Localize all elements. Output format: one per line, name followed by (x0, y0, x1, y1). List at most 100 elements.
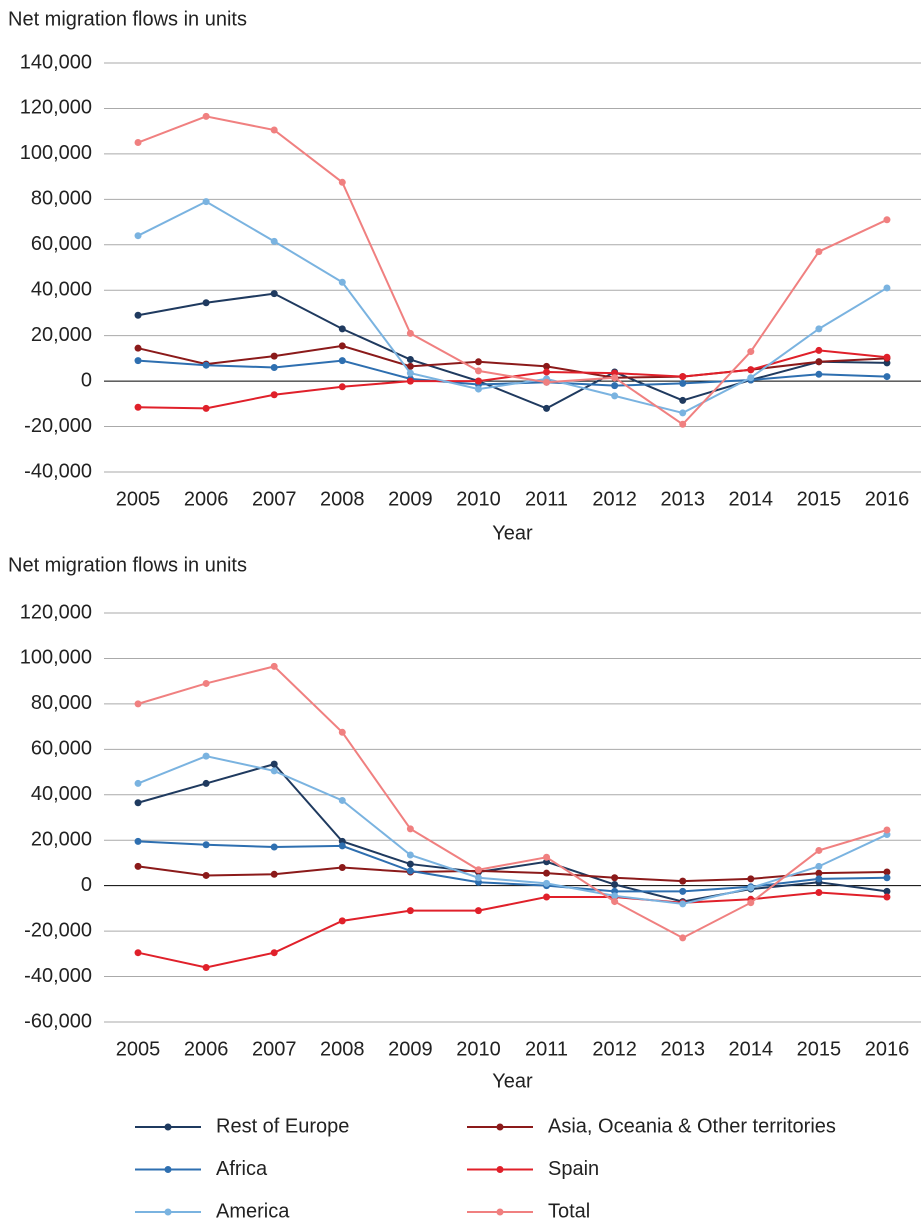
data-point (543, 404, 551, 412)
x-tick-label: 2016 (865, 488, 910, 510)
data-point (883, 874, 891, 882)
y-tick-label: -60,000 (24, 1010, 92, 1032)
x-tick-label: 2014 (729, 488, 774, 510)
series-line (137, 665, 888, 940)
chart-title: Net migration flows in units (8, 8, 247, 30)
series-line (137, 755, 888, 905)
data-point (202, 752, 210, 760)
x-axis-label: Year (492, 522, 533, 544)
data-point (406, 369, 414, 377)
data-point (338, 325, 346, 333)
data-point (338, 357, 346, 365)
x-tick-label: 2011 (525, 1038, 568, 1060)
legend-label: Rest of Europe (216, 1115, 349, 1137)
y-tick-label: 100,000 (20, 647, 92, 669)
data-point (679, 887, 687, 895)
series-line (137, 115, 888, 426)
data-point (270, 843, 278, 851)
data-point (134, 344, 142, 352)
data-point (406, 907, 414, 915)
data-point (338, 278, 346, 286)
series-line (137, 762, 888, 903)
y-tick-label: 60,000 (31, 738, 92, 760)
x-tick-label: 2015 (797, 488, 842, 510)
data-point (134, 949, 142, 957)
y-tick-label: 80,000 (31, 692, 92, 714)
data-point (134, 837, 142, 845)
data-point (338, 796, 346, 804)
data-point (134, 700, 142, 708)
data-point (406, 362, 414, 370)
series-line (137, 840, 887, 893)
y-tick-label: 0 (81, 874, 92, 896)
y-tick-label: 80,000 (31, 188, 92, 210)
y-tick-label: 120,000 (20, 97, 92, 119)
data-point (883, 216, 891, 224)
legend-marker (164, 1166, 172, 1173)
data-point (883, 353, 891, 361)
data-point (270, 391, 278, 399)
x-tick-label: 2009 (388, 1038, 433, 1060)
y-tick-label: -40,000 (24, 460, 92, 482)
data-point (883, 826, 891, 834)
data-point (202, 361, 210, 369)
y-tick-label: 20,000 (31, 324, 92, 346)
data-point (338, 863, 346, 871)
data-point (270, 237, 278, 245)
data-point (815, 325, 823, 333)
data-point (406, 329, 414, 337)
x-tick-label: 2007 (252, 1038, 297, 1060)
data-point (270, 290, 278, 298)
data-point (611, 898, 619, 906)
data-point (679, 396, 687, 404)
data-point (270, 662, 278, 670)
data-point (134, 139, 142, 147)
data-point (202, 871, 210, 879)
data-point (202, 112, 210, 120)
x-tick-label: 2010 (456, 1038, 501, 1060)
x-tick-label: 2016 (865, 1038, 910, 1060)
data-point (406, 867, 414, 875)
y-tick-label: 140,000 (20, 51, 92, 73)
data-point (270, 870, 278, 878)
series-line (137, 891, 888, 969)
y-tick-label: 40,000 (31, 279, 92, 301)
x-tick-label: 2012 (592, 488, 637, 510)
data-point (134, 403, 142, 411)
data-point (747, 374, 755, 382)
data-point (338, 342, 346, 350)
data-point (747, 899, 755, 907)
data-point (270, 126, 278, 134)
data-point (815, 358, 823, 366)
data-point (134, 799, 142, 807)
series-line (137, 865, 887, 883)
y-tick-label: 0 (81, 369, 92, 391)
y-tick-label: 60,000 (31, 233, 92, 255)
x-tick-label: 2014 (729, 1038, 774, 1060)
data-point (883, 373, 891, 381)
x-tick-label: 2005 (116, 488, 161, 510)
data-point (543, 853, 551, 861)
x-axis-label: Year (492, 1070, 533, 1092)
data-point (543, 378, 551, 386)
data-point (815, 869, 823, 877)
data-point (543, 893, 551, 901)
legend-marker (164, 1208, 172, 1216)
data-point (202, 841, 210, 849)
data-point (202, 404, 210, 412)
data-point (883, 868, 891, 876)
data-point (202, 679, 210, 687)
data-point (679, 420, 687, 428)
data-point (134, 779, 142, 787)
data-point (815, 346, 823, 354)
x-tick-label: 2015 (797, 1038, 842, 1060)
y-tick-label: -20,000 (24, 919, 92, 941)
y-tick-label: 100,000 (20, 142, 92, 164)
data-point (679, 373, 687, 381)
data-point (406, 860, 414, 868)
legend-marker (164, 1123, 172, 1131)
legend-label: Asia, Oceania & Other territories (548, 1115, 836, 1137)
data-point (338, 842, 346, 850)
series-line (137, 292, 887, 410)
